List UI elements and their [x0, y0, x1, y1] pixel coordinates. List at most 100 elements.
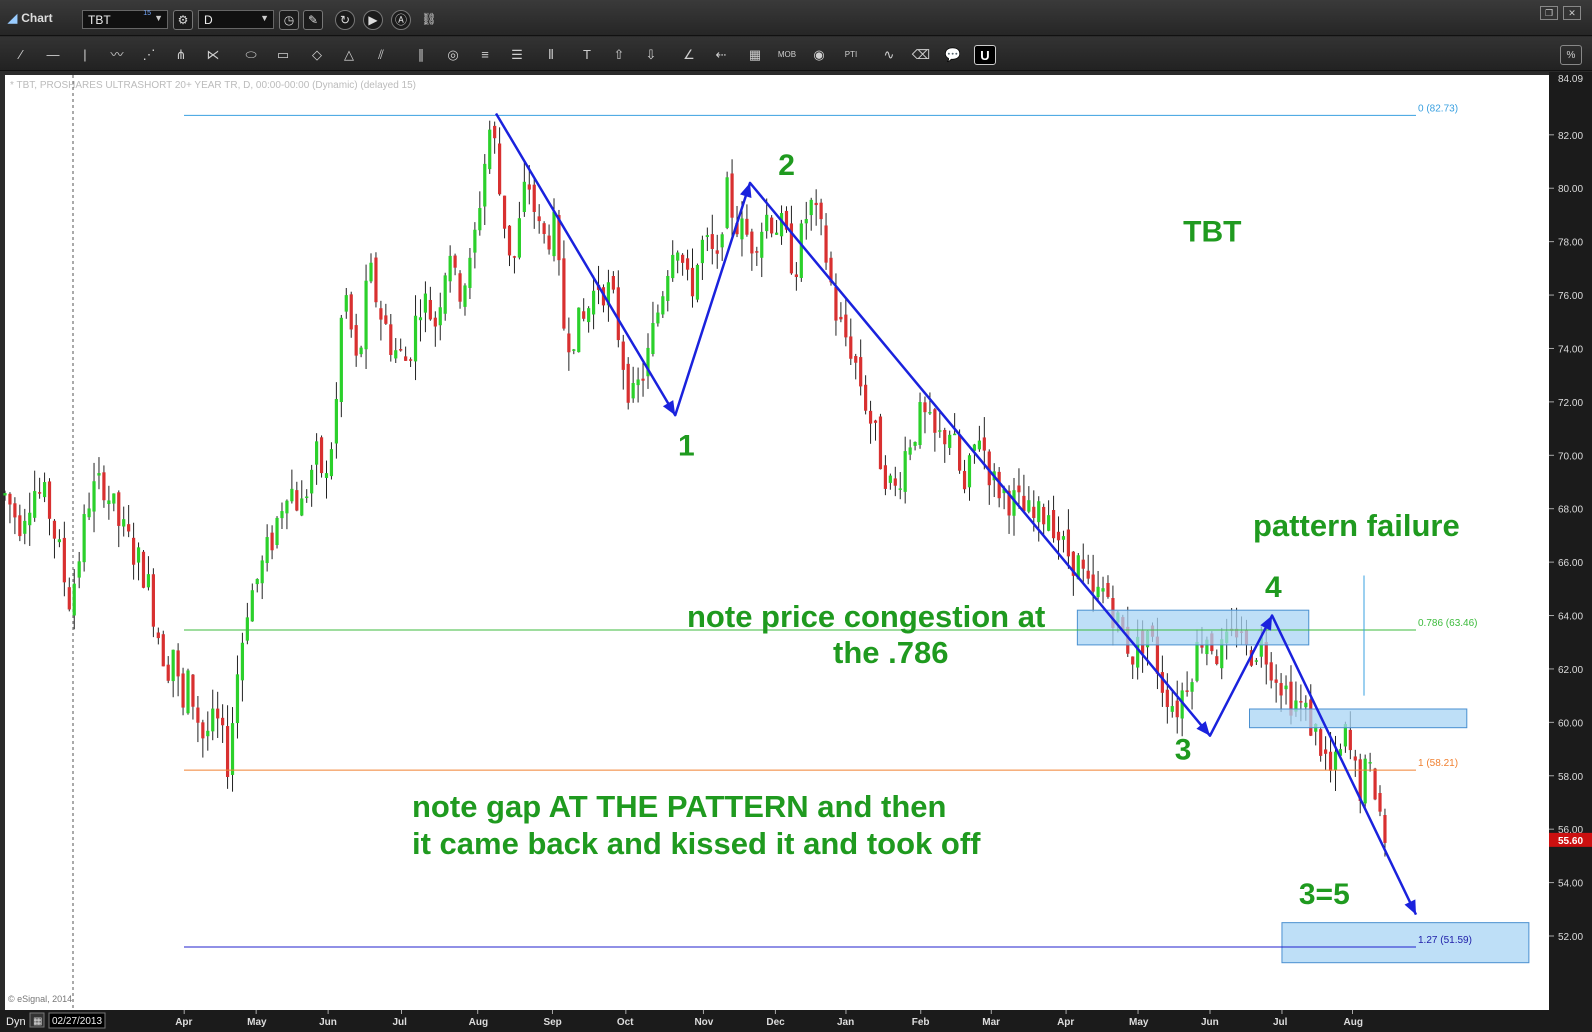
triangle-icon[interactable]: △	[344, 47, 354, 62]
candle-down	[864, 384, 868, 411]
arrow-up-icon[interactable]: ⇧	[613, 47, 625, 62]
wave-label-TBT: TBT	[1183, 216, 1241, 249]
pattern-failure-annotation: pattern failure	[1253, 508, 1460, 543]
chevron-down-icon[interactable]: ▼	[260, 13, 269, 23]
date-field[interactable]	[48, 1012, 106, 1029]
symbol-input[interactable]: TBT 15 ▼	[82, 10, 168, 29]
pitchfork-icon[interactable]: ⋔	[175, 47, 187, 62]
fib-fan-icon[interactable]: ⋰	[142, 47, 156, 62]
candle-down	[1358, 759, 1362, 802]
angle-icon[interactable]: ∠	[683, 47, 695, 62]
candle-up	[211, 708, 215, 732]
fib-time-icon[interactable]: ⦀	[548, 47, 554, 62]
text-icon[interactable]: T	[583, 47, 591, 62]
diamond-icon[interactable]: ◇	[312, 47, 322, 62]
restore-window-button[interactable]: ❐	[1540, 6, 1558, 20]
candle-up	[740, 218, 744, 240]
channel-icon[interactable]: ⫽	[378, 47, 384, 62]
ellipse-icon[interactable]: ⬭	[245, 47, 257, 62]
candle-up	[42, 482, 47, 498]
y-tick-label: 58.00	[1558, 772, 1583, 783]
candle-down	[13, 503, 17, 518]
candle-down	[1299, 701, 1303, 703]
candle-down	[8, 493, 12, 505]
chart-panel[interactable]: * TBT, PROSHARES ULTRASHORT 20+ YEAR TR,…	[0, 72, 1592, 1032]
play-icon: ▶	[368, 13, 378, 27]
arrow-down-icon[interactable]: ⇩	[645, 47, 657, 62]
y-tick-label: 68.00	[1558, 505, 1583, 516]
alert-button[interactable]: Ⓐ	[391, 10, 411, 30]
wave-label-3=5: 3=5	[1299, 878, 1350, 911]
vertical-line-icon[interactable]: |	[83, 47, 87, 62]
candle-up	[315, 441, 319, 465]
candle-up	[666, 275, 670, 301]
close-window-button[interactable]: ✕	[1563, 6, 1581, 20]
clock-button[interactable]: ◷	[279, 10, 299, 30]
rectangle-icon[interactable]: ▭	[276, 47, 290, 62]
link-button[interactable]: ⛓	[419, 10, 439, 30]
candle-down	[498, 143, 502, 195]
candle-down	[433, 317, 437, 327]
candle-down	[1106, 582, 1110, 597]
fib-retrace-icon[interactable]: ≡	[481, 47, 489, 62]
grid-icon[interactable]: ▦	[748, 47, 762, 62]
candle-up	[255, 579, 259, 585]
candle-down	[789, 223, 794, 274]
candle-down	[1383, 815, 1387, 843]
play-button[interactable]: ▶	[363, 10, 383, 30]
candle-down	[616, 287, 620, 341]
refresh-button[interactable]: ↻	[335, 10, 355, 30]
arrow-left-icon[interactable]: ⇠	[715, 47, 727, 62]
candle-up	[260, 560, 264, 584]
percent-button[interactable]: %	[1560, 45, 1582, 65]
candle-down	[626, 363, 630, 403]
candle-down	[873, 420, 878, 423]
gann-fan-icon[interactable]: ⋉	[206, 47, 220, 62]
circle-target-icon[interactable]: ◎	[447, 47, 459, 62]
pti-icon[interactable]: PTI	[844, 50, 858, 59]
candle-down	[690, 267, 695, 297]
eraser-icon[interactable]: ⌫	[911, 47, 931, 62]
line-tool-icon[interactable]: ∕	[19, 47, 23, 62]
parallel-lines-icon[interactable]: ∥	[417, 47, 425, 62]
candle-down	[893, 478, 897, 486]
eye-icon[interactable]: ◉	[813, 47, 825, 62]
candle-down	[794, 274, 798, 277]
candle-up	[1180, 690, 1184, 719]
candle-down	[176, 650, 180, 677]
settings-gear-button[interactable]: ⚙	[173, 10, 193, 30]
congestion-annotation-line-2: the .786	[833, 635, 948, 670]
candle-down	[1185, 690, 1189, 692]
chevron-down-icon[interactable]: ▼	[154, 13, 163, 23]
fib-extension-icon[interactable]: ☰	[511, 47, 523, 62]
candle-down	[384, 315, 388, 324]
candle-up	[967, 455, 972, 488]
calendar-button[interactable]	[29, 1012, 45, 1028]
candle-down	[453, 255, 457, 268]
pencil-icon: ✎	[307, 13, 319, 27]
candle-up	[339, 317, 343, 403]
candle-down	[859, 357, 863, 387]
candle-down	[196, 707, 200, 723]
last-price-label: 55.60	[1558, 836, 1583, 847]
candle-up	[28, 512, 32, 526]
candle-up	[97, 473, 101, 476]
pencil-button[interactable]: ✎	[303, 10, 323, 30]
candle-down	[987, 451, 991, 486]
chat-icon[interactable]: 💬	[944, 47, 962, 62]
magnet-icon[interactable]: U	[974, 45, 996, 65]
candle-down	[868, 410, 873, 424]
price-chart[interactable]: * TBT, PROSHARES ULTRASHORT 20+ YEAR TR,…	[0, 72, 1592, 1032]
candle-down	[428, 299, 432, 320]
pencil-wave-icon[interactable]: 〰	[110, 47, 124, 62]
wave-icon[interactable]: ∿	[883, 47, 895, 62]
candle-down	[1200, 644, 1204, 648]
candle-up	[1363, 758, 1367, 804]
horizontal-line-icon[interactable]: —	[46, 47, 60, 62]
wave-arrowhead	[740, 182, 752, 199]
candle-up	[92, 481, 96, 512]
candle-down	[844, 314, 848, 338]
mob-icon[interactable]: MOB	[777, 50, 797, 59]
candle-down	[166, 664, 170, 681]
interval-select[interactable]: D ▼	[198, 10, 274, 29]
